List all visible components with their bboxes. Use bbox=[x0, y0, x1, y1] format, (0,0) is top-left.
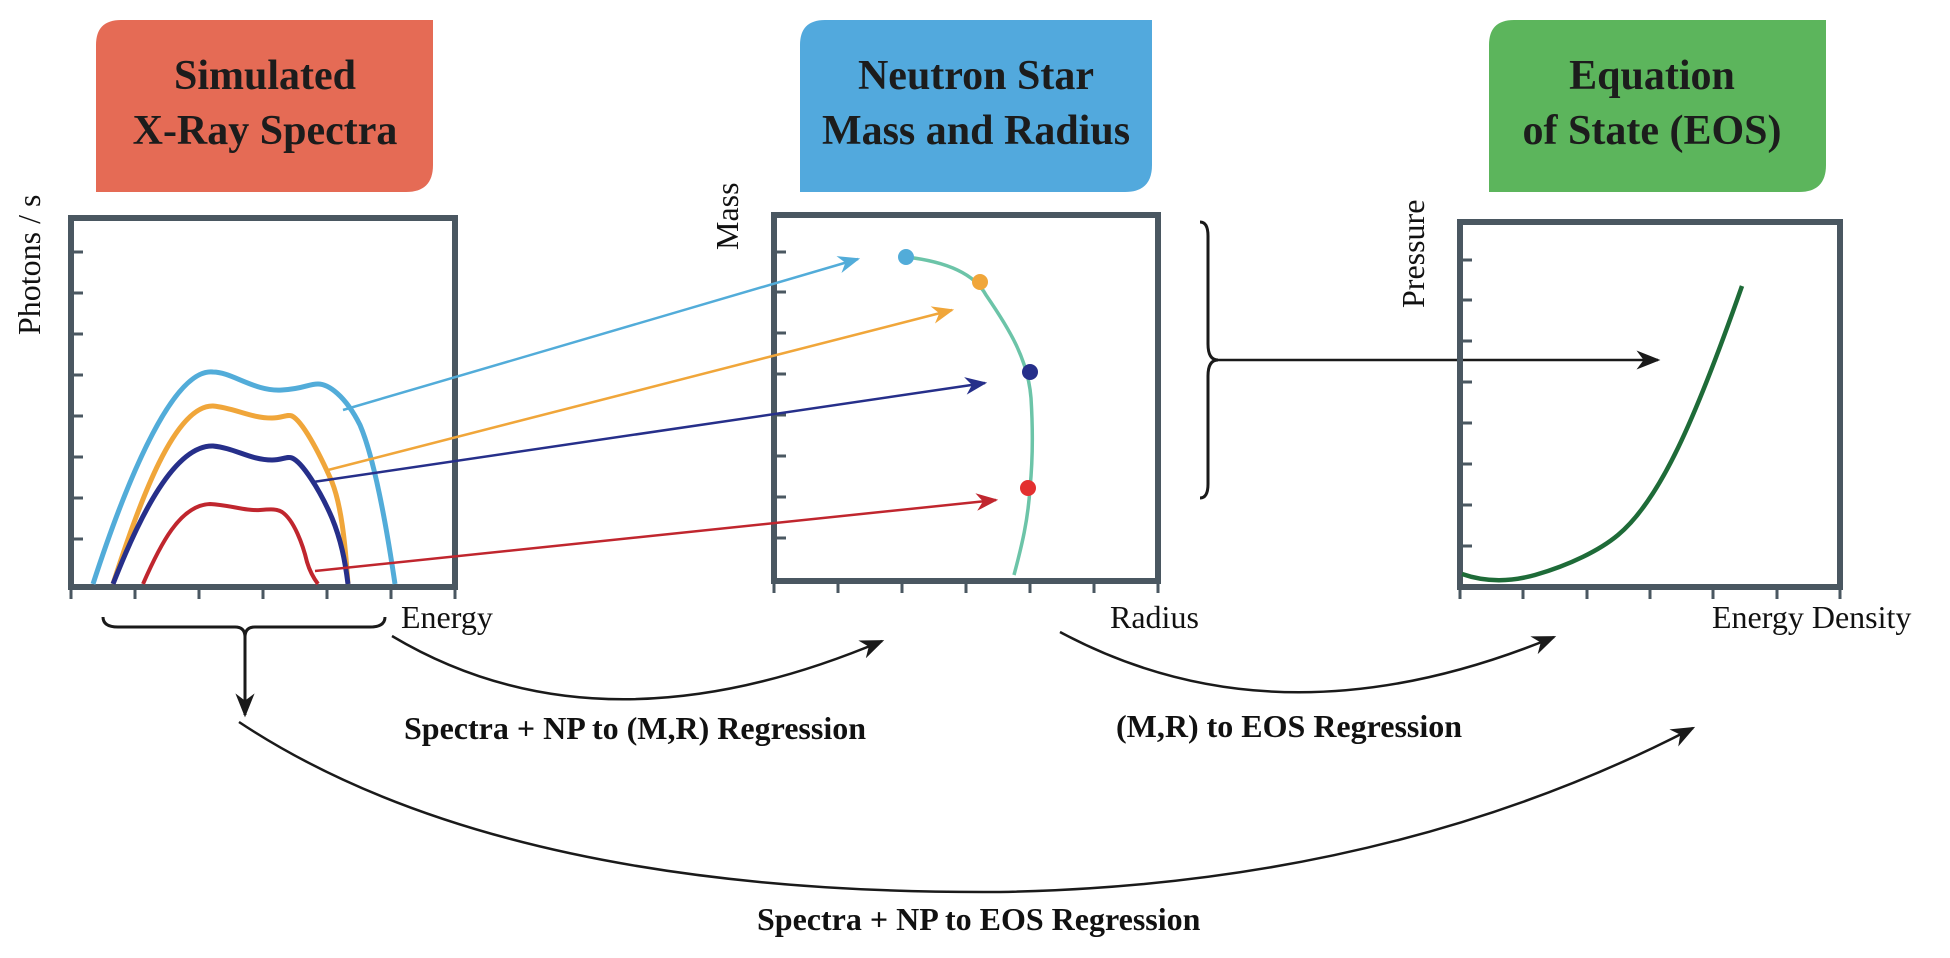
spectra-to-mr-label: Spectra + NP to (M,R) Regression bbox=[404, 710, 866, 746]
spectra-to-eos-arrow bbox=[238, 720, 1696, 894]
mr-to-eos-label: (M,R) to EOS Regression bbox=[1116, 708, 1462, 744]
arrow-light-blue bbox=[342, 256, 861, 412]
mass-radius-plot bbox=[771, 212, 1161, 593]
eos-header-line1: Equation bbox=[1569, 53, 1735, 99]
mass-radius-curve bbox=[905, 255, 1035, 576]
eos-curve bbox=[1461, 285, 1745, 583]
spectra-to-eos-label: Spectra + NP to EOS Regression bbox=[757, 901, 1201, 937]
mass-radius-header-line2: Mass and Radius bbox=[822, 108, 1130, 154]
spectra-to-mr-arrow bbox=[391, 634, 885, 701]
mass-radius-y-label: Mass bbox=[709, 182, 745, 250]
mass-radius-frame bbox=[771, 212, 1161, 584]
spectra-energy-brace bbox=[101, 616, 387, 638]
eos-frame bbox=[1457, 219, 1843, 590]
mass-radius-point-red bbox=[1020, 480, 1036, 496]
arrow-navy bbox=[312, 377, 988, 484]
spectrum-curve-orange bbox=[110, 403, 351, 585]
eos-plot bbox=[1457, 219, 1843, 599]
eos-x-ticks bbox=[1458, 587, 1842, 599]
spectra-plot bbox=[68, 215, 458, 599]
mass-radius-point-light-blue bbox=[898, 249, 914, 265]
mass-radius-header-box bbox=[800, 20, 1152, 192]
spectrum-curve-light-blue bbox=[90, 369, 398, 585]
mass-radius-point-navy bbox=[1022, 364, 1038, 380]
spectrum-curve-red bbox=[141, 502, 320, 586]
mass-radius-brace bbox=[1199, 220, 1219, 500]
spectra-x-label: Energy bbox=[401, 599, 493, 635]
mass-radius-x-ticks bbox=[772, 581, 1160, 593]
spectra-header-box bbox=[96, 20, 433, 192]
eos-y-ticks bbox=[1460, 258, 1472, 548]
spectra-header-line2: X-Ray Spectra bbox=[133, 108, 398, 154]
spectra-header-line1: Simulated bbox=[174, 53, 356, 99]
spectra-y-label: Photons / s bbox=[11, 195, 47, 335]
spectra-x-ticks bbox=[69, 587, 457, 599]
eos-x-label: Energy Density bbox=[1712, 599, 1911, 635]
mr-to-eos-arrow bbox=[1059, 630, 1557, 694]
mass-radius-x-label: Radius bbox=[1110, 599, 1199, 635]
eos-header-box bbox=[1489, 20, 1826, 192]
eos-y-label: Pressure bbox=[1395, 200, 1431, 308]
mass-radius-point-orange bbox=[972, 274, 988, 290]
spectrum-curve-navy bbox=[110, 443, 351, 585]
arrow-orange bbox=[327, 306, 955, 472]
mass-radius-header-line1: Neutron Star bbox=[858, 53, 1094, 99]
arrow-red bbox=[314, 493, 999, 573]
spectra-y-ticks bbox=[71, 250, 83, 541]
eos-header-line2: of State (EOS) bbox=[1523, 108, 1782, 154]
